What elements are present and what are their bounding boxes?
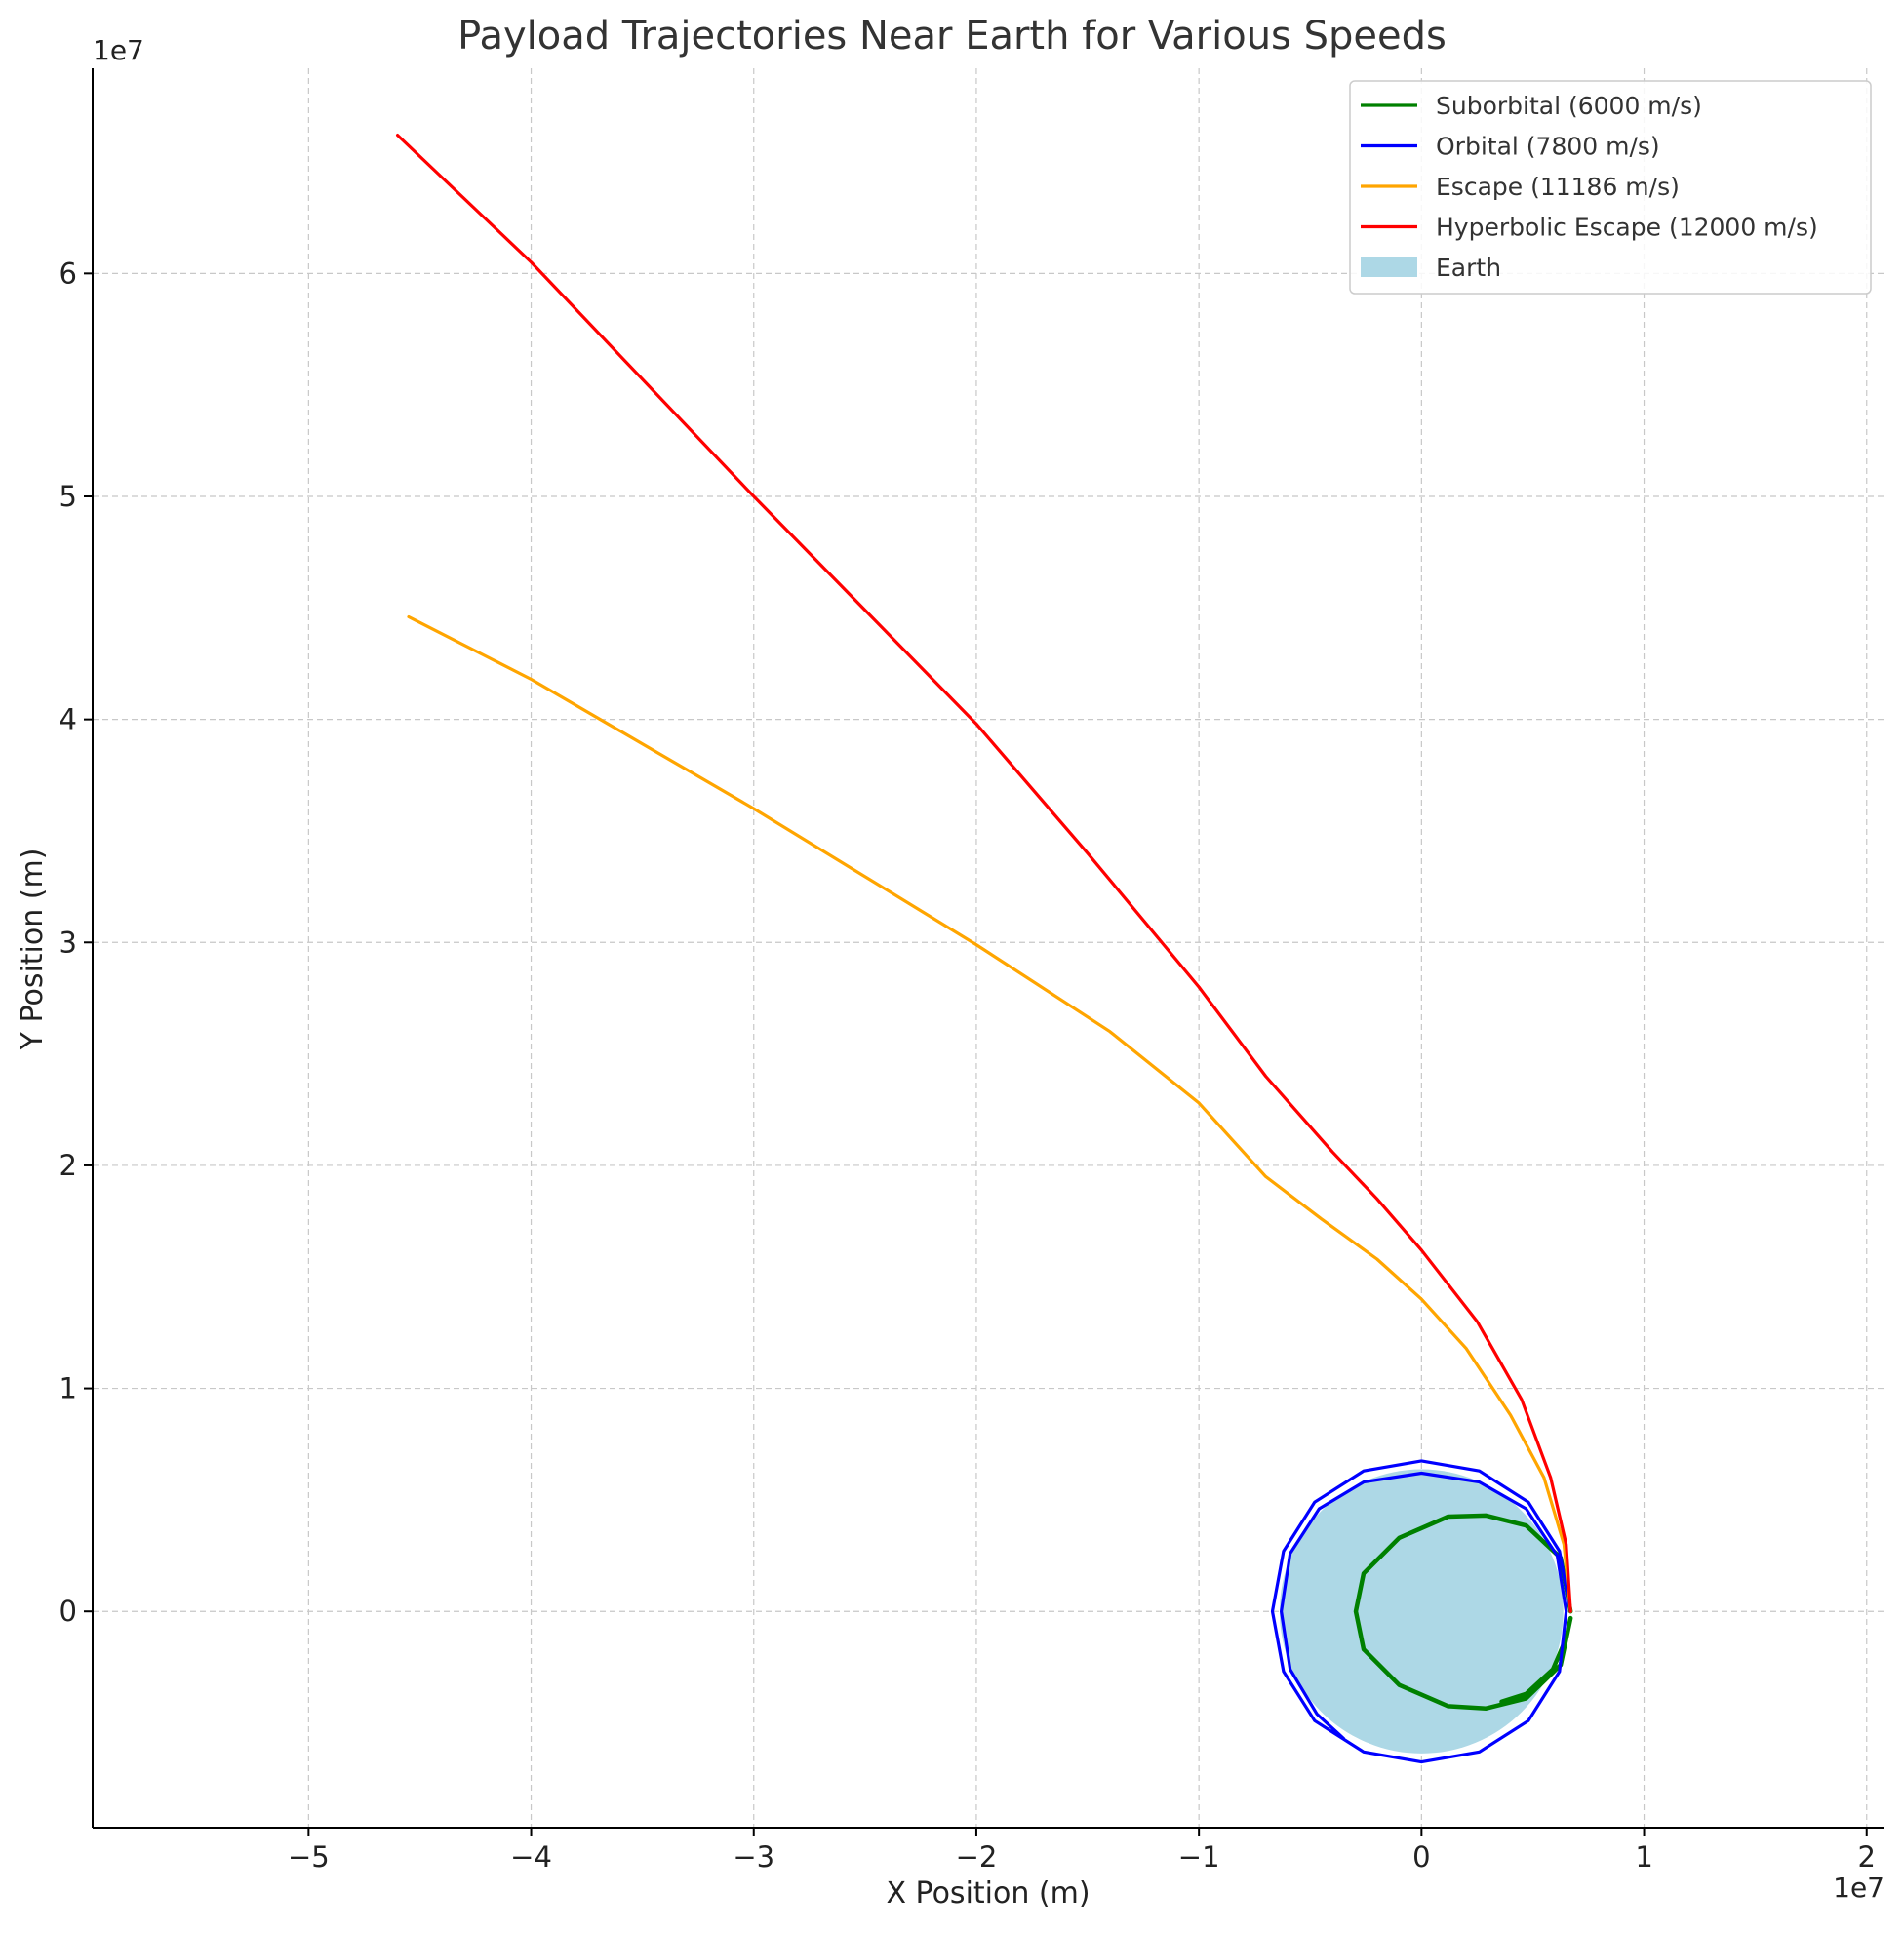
y-axis-offset-text: 1e7 xyxy=(93,34,144,66)
series-line-2 xyxy=(407,614,1572,1613)
legend-label-0: Suborbital (6000 m/s) xyxy=(1436,92,1702,120)
ticks: −5 −4 −3 −2 −1 0 1 2 0 1 2 3 4 5 6 xyxy=(60,257,1876,1874)
y-tick-label: 6 xyxy=(60,257,77,290)
y-tick-label: 5 xyxy=(60,480,77,513)
legend-label-3: Hyperbolic Escape (12000 m/s) xyxy=(1436,214,1818,242)
y-axis-label: Y Position (m) xyxy=(16,849,50,1051)
series-line-3 xyxy=(396,134,1572,1613)
x-tick-label: −4 xyxy=(510,1840,552,1874)
axes xyxy=(92,68,1884,1829)
x-tick-label: −3 xyxy=(733,1840,774,1874)
series-line-1 xyxy=(1270,1459,1572,1764)
x-tick-label: −1 xyxy=(1178,1840,1220,1874)
x-tick-label: 2 xyxy=(1858,1840,1876,1874)
x-tick-label: 0 xyxy=(1412,1840,1430,1874)
series-layer xyxy=(396,134,1573,1764)
legend: Suborbital (6000 m/s) Orbital (7800 m/s) E… xyxy=(1349,80,1872,295)
grid xyxy=(93,68,1884,1828)
x-axis-label: X Position (m) xyxy=(886,1876,1090,1911)
x-tick-label: 1 xyxy=(1635,1840,1652,1874)
legend-label-1: Orbital (7800 m/s) xyxy=(1436,133,1660,161)
x-axis-offset-text: 1e7 xyxy=(1833,1872,1884,1904)
earth-layer xyxy=(1279,1469,1564,1754)
chart-title: Payload Trajectories Near Earth for Vari… xyxy=(457,14,1447,59)
x-tick-label: −5 xyxy=(288,1840,330,1874)
legend-swatch-earth xyxy=(1361,257,1417,277)
y-tick-label: 0 xyxy=(60,1595,77,1628)
y-tick-label: 3 xyxy=(60,926,77,959)
x-tick-label: −2 xyxy=(956,1840,998,1874)
legend-box xyxy=(1349,80,1872,295)
earth-disk xyxy=(1279,1469,1564,1754)
series-line-0 xyxy=(1353,1513,1573,1711)
legend-label-2: Escape (11186 m/s) xyxy=(1436,173,1680,201)
legend-label-4: Earth xyxy=(1436,254,1501,282)
y-tick-label: 4 xyxy=(60,703,77,736)
y-tick-label: 2 xyxy=(60,1149,77,1182)
y-tick-label: 1 xyxy=(60,1372,77,1405)
